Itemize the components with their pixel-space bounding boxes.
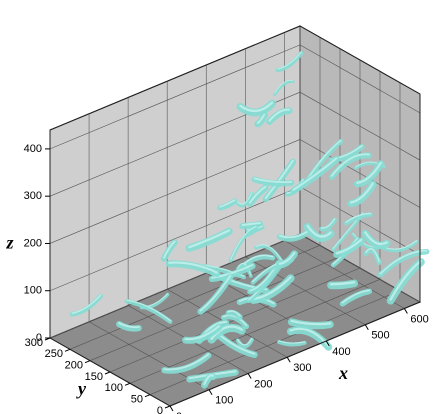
z-tick-label: 300 xyxy=(24,190,42,202)
y-tick xyxy=(165,406,170,408)
y-tick-label: 150 xyxy=(85,371,103,383)
x-tick xyxy=(404,309,407,314)
y-tick-label: 200 xyxy=(65,360,83,372)
y-axis-title: y xyxy=(76,379,87,399)
x-tick-label: 600 xyxy=(410,313,428,325)
y-tick-label: 0 xyxy=(157,405,163,414)
x-tick xyxy=(287,357,290,362)
y-tick-label: 250 xyxy=(45,348,63,360)
x-tick xyxy=(170,406,173,411)
x-tick-label: 300 xyxy=(293,362,311,374)
y-tick xyxy=(105,372,110,374)
x-tick xyxy=(209,390,212,395)
x-tick xyxy=(248,374,251,379)
x-axis-title: x xyxy=(338,363,348,383)
x-tick-label: 100 xyxy=(215,395,233,407)
z-tick-label: 0 xyxy=(36,332,42,344)
y-tick xyxy=(65,349,70,351)
z-axis-title: z xyxy=(5,233,13,253)
x-tick-label: 400 xyxy=(332,346,350,358)
chart: 0100200300400500600050100150200250300010… xyxy=(0,0,436,414)
z-tick-label: 400 xyxy=(24,143,42,155)
y-tick xyxy=(145,395,150,397)
y-tick-label: 100 xyxy=(105,382,123,394)
y-tick xyxy=(85,361,90,363)
y-tick-label: 50 xyxy=(131,394,143,406)
x-tick xyxy=(365,325,368,330)
z-tick-label: 100 xyxy=(24,285,42,297)
y-tick xyxy=(125,383,130,385)
x-tick-label: 500 xyxy=(371,330,389,342)
x-tick-label: 200 xyxy=(254,378,272,390)
z-tick-label: 200 xyxy=(24,237,42,249)
